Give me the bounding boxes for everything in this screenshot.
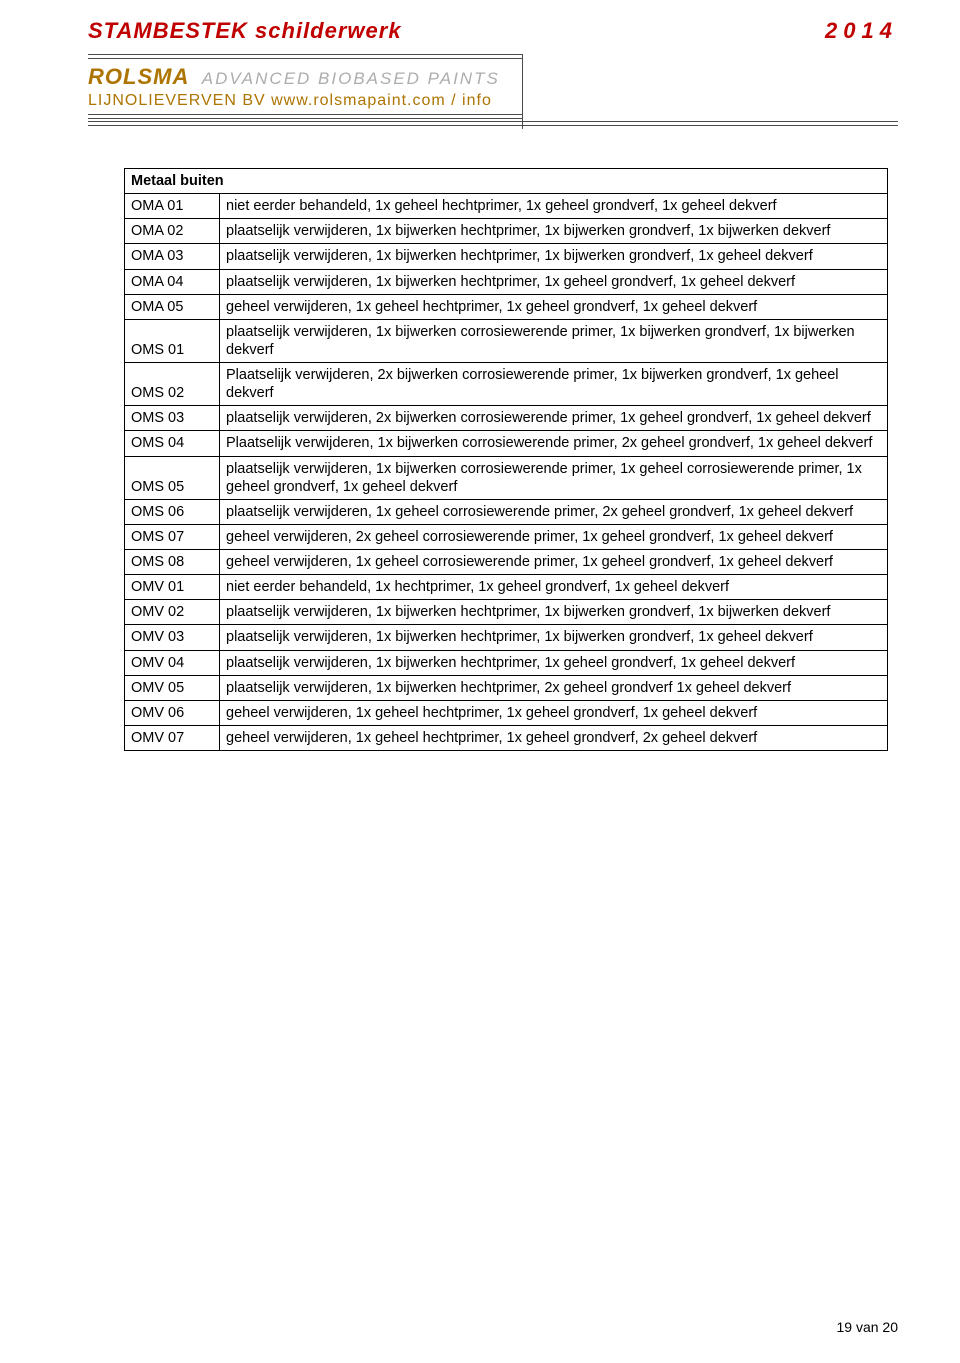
- row-description: plaatselijk verwijderen, 1x bijwerken he…: [220, 269, 888, 294]
- row-description: niet eerder behandeld, 1x hechtprimer, 1…: [220, 575, 888, 600]
- row-code: OMV 04: [125, 650, 220, 675]
- row-code: OMS 02: [125, 363, 220, 406]
- page-footer: 19 van 20: [837, 1319, 899, 1335]
- row-description: plaatselijk verwijderen, 1x bijwerken he…: [220, 625, 888, 650]
- row-code: OMS 08: [125, 550, 220, 575]
- table-row: OMS 02Plaatselijk verwijderen, 2x bijwer…: [125, 363, 888, 406]
- row-description: geheel verwijderen, 1x geheel corrosiewe…: [220, 550, 888, 575]
- row-code: OMA 02: [125, 219, 220, 244]
- row-description: plaatselijk verwijderen, 1x bijwerken he…: [220, 244, 888, 269]
- spec-table: Metaal buiten OMA 01niet eerder behandel…: [124, 168, 888, 751]
- header-rule: [88, 54, 523, 55]
- spec-table-wrap: Metaal buiten OMA 01niet eerder behandel…: [124, 168, 888, 751]
- row-description: plaatselijk verwijderen, 2x bijwerken co…: [220, 406, 888, 431]
- page: STAMBESTEK schilderwerk 2014 ROLSMA ADVA…: [0, 0, 960, 1363]
- row-description: geheel verwijderen, 1x geheel hechtprime…: [220, 700, 888, 725]
- table-row: OMS 04Plaatselijk verwijderen, 1x bijwer…: [125, 431, 888, 456]
- row-code: OMV 06: [125, 700, 220, 725]
- brand-name: ROLSMA: [88, 64, 189, 89]
- header-brand-block: ROLSMA ADVANCED BIOBASED PAINTS LIJNOLIE…: [88, 54, 523, 119]
- brand-tagline: ADVANCED BIOBASED PAINTS: [202, 69, 500, 88]
- table-row: OMV 07geheel verwijderen, 1x geheel hech…: [125, 725, 888, 750]
- row-code: OMS 03: [125, 406, 220, 431]
- row-description: geheel verwijderen, 1x geheel hechtprime…: [220, 725, 888, 750]
- brand-link: LIJNOLIEVERVEN BV www.rolsmapaint.com / …: [88, 92, 523, 110]
- row-code: OMA 05: [125, 294, 220, 319]
- row-code: OMV 07: [125, 725, 220, 750]
- header-rule: [88, 58, 523, 59]
- row-description: geheel verwijderen, 1x geheel hechtprime…: [220, 294, 888, 319]
- brand-line: ROLSMA ADVANCED BIOBASED PAINTS: [88, 61, 523, 90]
- document-year: 2014: [825, 18, 898, 44]
- row-description: Plaatselijk verwijderen, 1x bijwerken co…: [220, 431, 888, 456]
- table-row: OMA 05geheel verwijderen, 1x geheel hech…: [125, 294, 888, 319]
- row-code: OMA 03: [125, 244, 220, 269]
- header-vertical-rule: [522, 54, 523, 129]
- table-row: OMS 01plaatselijk verwijderen, 1x bijwer…: [125, 319, 888, 362]
- table-row: OMV 06geheel verwijderen, 1x geheel hech…: [125, 700, 888, 725]
- header-rule: [88, 118, 523, 119]
- table-row: OMA 02plaatselijk verwijderen, 1x bijwer…: [125, 219, 888, 244]
- row-code: OMA 04: [125, 269, 220, 294]
- row-description: Plaatselijk verwijderen, 2x bijwerken co…: [220, 363, 888, 406]
- table-row: OMV 04plaatselijk verwijderen, 1x bijwer…: [125, 650, 888, 675]
- document-header: STAMBESTEK schilderwerk 2014 ROLSMA ADVA…: [88, 18, 898, 126]
- row-description: plaatselijk verwijderen, 1x bijwerken he…: [220, 675, 888, 700]
- table-row: OMV 01niet eerder behandeld, 1x hechtpri…: [125, 575, 888, 600]
- table-row: OMA 03plaatselijk verwijderen, 1x bijwer…: [125, 244, 888, 269]
- table-row: OMA 01niet eerder behandeld, 1x geheel h…: [125, 194, 888, 219]
- row-code: OMS 07: [125, 524, 220, 549]
- row-description: plaatselijk verwijderen, 1x geheel corro…: [220, 499, 888, 524]
- table-row: OMS 03plaatselijk verwijderen, 2x bijwer…: [125, 406, 888, 431]
- row-description: geheel verwijderen, 2x geheel corrosiewe…: [220, 524, 888, 549]
- row-code: OMS 01: [125, 319, 220, 362]
- table-row: OMV 03plaatselijk verwijderen, 1x bijwer…: [125, 625, 888, 650]
- header-rule: [88, 114, 523, 115]
- table-row: OMS 08geheel verwijderen, 1x geheel corr…: [125, 550, 888, 575]
- row-code: OMS 04: [125, 431, 220, 456]
- row-code: OMV 02: [125, 600, 220, 625]
- row-description: niet eerder behandeld, 1x geheel hechtpr…: [220, 194, 888, 219]
- row-code: OMV 03: [125, 625, 220, 650]
- row-description: plaatselijk verwijderen, 1x bijwerken he…: [220, 600, 888, 625]
- row-code: OMA 01: [125, 194, 220, 219]
- table-title: Metaal buiten: [125, 169, 888, 194]
- row-code: OMV 05: [125, 675, 220, 700]
- row-description: plaatselijk verwijderen, 1x bijwerken co…: [220, 319, 888, 362]
- header-rule-full: [88, 125, 898, 126]
- table-row: OMS 06plaatselijk verwijderen, 1x geheel…: [125, 499, 888, 524]
- header-rule-full: [88, 121, 898, 122]
- row-description: plaatselijk verwijderen, 1x bijwerken co…: [220, 456, 888, 499]
- table-title-row: Metaal buiten: [125, 169, 888, 194]
- row-description: plaatselijk verwijderen, 1x bijwerken he…: [220, 219, 888, 244]
- table-row: OMV 02plaatselijk verwijderen, 1x bijwer…: [125, 600, 888, 625]
- row-description: plaatselijk verwijderen, 1x bijwerken he…: [220, 650, 888, 675]
- row-code: OMV 01: [125, 575, 220, 600]
- row-code: OMS 06: [125, 499, 220, 524]
- row-code: OMS 05: [125, 456, 220, 499]
- table-row: OMS 05plaatselijk verwijderen, 1x bijwer…: [125, 456, 888, 499]
- header-title-line: STAMBESTEK schilderwerk 2014: [88, 18, 898, 44]
- table-row: OMA 04plaatselijk verwijderen, 1x bijwer…: [125, 269, 888, 294]
- table-row: OMV 05plaatselijk verwijderen, 1x bijwer…: [125, 675, 888, 700]
- document-title: STAMBESTEK schilderwerk: [88, 18, 402, 43]
- table-row: OMS 07geheel verwijderen, 2x geheel corr…: [125, 524, 888, 549]
